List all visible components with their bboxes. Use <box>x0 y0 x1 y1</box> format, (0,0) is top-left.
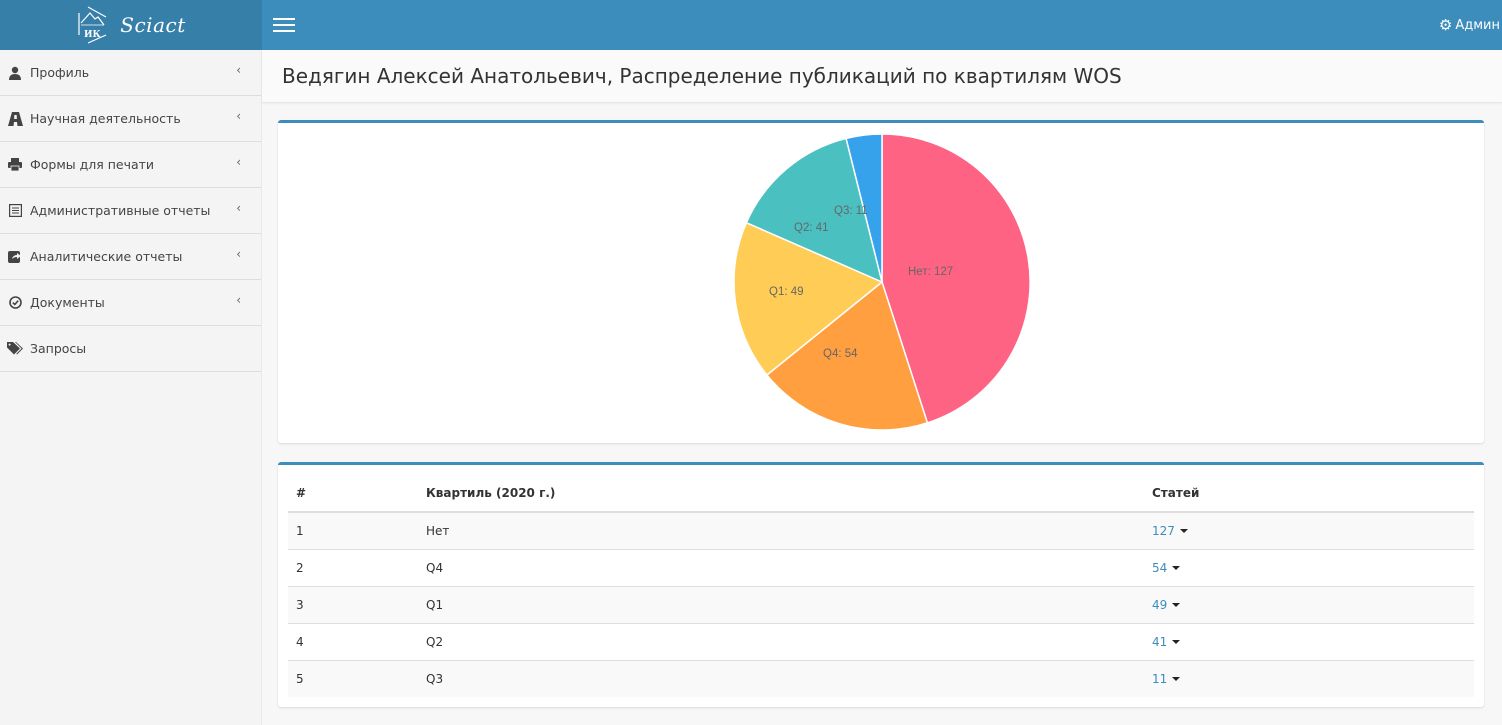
chevron-left-icon: ‹ <box>236 155 241 169</box>
cell-number: 5 <box>288 659 418 697</box>
sidebar-item-requests[interactable]: Запросы <box>0 326 261 372</box>
articles-count-link[interactable]: 11 <box>1152 671 1168 686</box>
pie-label-q1: Q1: 49 <box>769 286 804 298</box>
sidebar-item-label: Административные отчеты <box>30 203 211 218</box>
sidebar-item-print-forms[interactable]: Формы для печати ‹ <box>0 142 261 188</box>
cell-number: 1 <box>288 512 418 549</box>
sidebar-item-label: Профиль <box>30 65 90 80</box>
sidebar-item-label: Запросы <box>30 341 87 356</box>
articles-count-link[interactable]: 49 <box>1152 597 1168 612</box>
user-icon <box>7 65 23 81</box>
sidebar-item-label: Научная деятельность <box>30 111 181 126</box>
cell-number: 3 <box>288 585 418 623</box>
sidebar-item-label: Аналитические отчеты <box>30 249 183 264</box>
caret-down-icon[interactable] <box>1172 566 1181 570</box>
pie-slice-net[interactable] <box>881 133 1031 424</box>
chevron-left-icon: ‹ <box>236 293 241 307</box>
share-square-icon <box>7 249 23 265</box>
sidebar: Профиль ‹ Научная деятельность ‹ Формы д… <box>0 50 262 725</box>
articles-count-link[interactable]: 54 <box>1152 560 1168 575</box>
sidebar-item-admin-reports[interactable]: Административные отчеты ‹ <box>0 188 261 234</box>
svg-text:ИК: ИК <box>84 30 102 40</box>
top-navbar: ИК Sciact ⚙ Админ <box>0 0 1502 50</box>
pie-slice-q4[interactable] <box>765 280 929 431</box>
pie-label-q3: Q3: 11 <box>834 205 868 217</box>
pie-label-q2: Q2: 41 <box>794 222 829 234</box>
table-header-row: # Квартиль (2020 г.) Статей <box>288 475 1474 513</box>
pie-slice-q3[interactable] <box>845 133 883 283</box>
pie-slice-q2[interactable] <box>745 137 884 284</box>
user-menu[interactable]: ⚙ Админ <box>1439 0 1502 50</box>
print-icon <box>7 157 23 173</box>
table-row: 5 Q3 11 <box>288 659 1474 697</box>
cell-quartile: Нет <box>418 512 1144 549</box>
check-circle-icon <box>7 295 23 311</box>
road-icon <box>7 111 23 127</box>
sidebar-item-label: Формы для печати <box>30 157 155 172</box>
chart-box: Нет: 127 Q4: 54 Q1: 49 Q2: 41 Q3: 11 <box>278 120 1484 443</box>
cell-quartile: Q2 <box>418 622 1144 660</box>
sidebar-item-documents[interactable]: Документы ‹ <box>0 280 261 326</box>
cell-articles: 11 <box>1144 659 1474 697</box>
user-name: Админ <box>1455 17 1500 33</box>
hamburger-icon <box>273 18 295 20</box>
chevron-left-icon: ‹ <box>236 201 241 215</box>
sidebar-item-research[interactable]: Научная деятельность ‹ <box>0 96 261 142</box>
sidebar-item-label: Документы <box>30 295 105 310</box>
articles-count-link[interactable]: 127 <box>1152 523 1175 538</box>
gear-icon: ⚙ <box>1438 16 1453 34</box>
column-header-number: # <box>288 475 418 513</box>
table-row: 3 Q1 49 <box>288 585 1474 623</box>
sidebar-item-analytic-reports[interactable]: Аналитические отчеты ‹ <box>0 234 261 280</box>
cell-quartile: Q4 <box>418 548 1144 586</box>
caret-down-icon[interactable] <box>1172 640 1181 644</box>
cell-number: 4 <box>288 622 418 660</box>
table-box: # Квартиль (2020 г.) Статей 1 Нет 127 2 … <box>278 462 1484 707</box>
articles-count-link[interactable]: 41 <box>1152 634 1168 649</box>
chevron-left-icon: ‹ <box>236 247 241 261</box>
chevron-left-icon: ‹ <box>236 109 241 123</box>
pie-chart-svg: Нет: 127 Q4: 54 Q1: 49 Q2: 41 Q3: 11 <box>733 133 1031 431</box>
table-row: 1 Нет 127 <box>288 512 1474 549</box>
cell-quartile: Q3 <box>418 659 1144 697</box>
tags-icon <box>7 341 23 357</box>
main-content: Ведягин Алексей Анатольевич, Распределен… <box>262 50 1502 725</box>
caret-down-icon[interactable] <box>1172 603 1181 607</box>
logo[interactable]: ИК Sciact <box>0 0 262 50</box>
pie-slice-q1[interactable] <box>733 221 884 377</box>
cell-articles: 54 <box>1144 548 1474 586</box>
caret-down-icon[interactable] <box>1179 529 1188 534</box>
pie-label-q4: Q4: 54 <box>823 348 858 360</box>
logo-mountain-icon: ИК <box>78 6 107 44</box>
cell-articles: 41 <box>1144 622 1474 660</box>
pie-label-net: Нет: 127 <box>908 266 953 278</box>
column-header-quartile: Квартиль (2020 г.) <box>418 475 1144 513</box>
page-title: Ведягин Алексей Анатольевич, Распределен… <box>282 64 1122 88</box>
cell-number: 2 <box>288 548 418 586</box>
table-row: 2 Q4 54 <box>288 548 1474 586</box>
pie-chart: Нет: 127 Q4: 54 Q1: 49 Q2: 41 Q3: 11 <box>733 133 1031 431</box>
quartile-table: # Квартиль (2020 г.) Статей 1 Нет 127 2 … <box>288 475 1474 697</box>
table-row: 4 Q2 41 <box>288 622 1474 660</box>
sidebar-toggle-button[interactable] <box>262 0 306 50</box>
column-header-articles: Статей <box>1144 475 1474 513</box>
list-alt-icon <box>7 203 23 219</box>
cell-articles: 127 <box>1144 512 1474 549</box>
logo-text: Sciact <box>120 13 186 37</box>
sidebar-item-profile[interactable]: Профиль ‹ <box>0 50 261 96</box>
page-header: Ведягин Алексей Анатольевич, Распределен… <box>262 50 1502 103</box>
caret-down-icon[interactable] <box>1172 677 1181 682</box>
cell-articles: 49 <box>1144 585 1474 623</box>
chevron-left-icon: ‹ <box>236 63 241 77</box>
cell-quartile: Q1 <box>418 585 1144 623</box>
